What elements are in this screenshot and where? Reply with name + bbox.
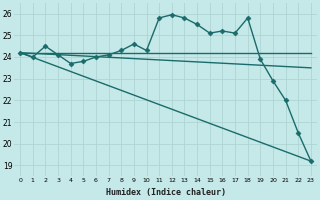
X-axis label: Humidex (Indice chaleur): Humidex (Indice chaleur) xyxy=(106,188,226,197)
